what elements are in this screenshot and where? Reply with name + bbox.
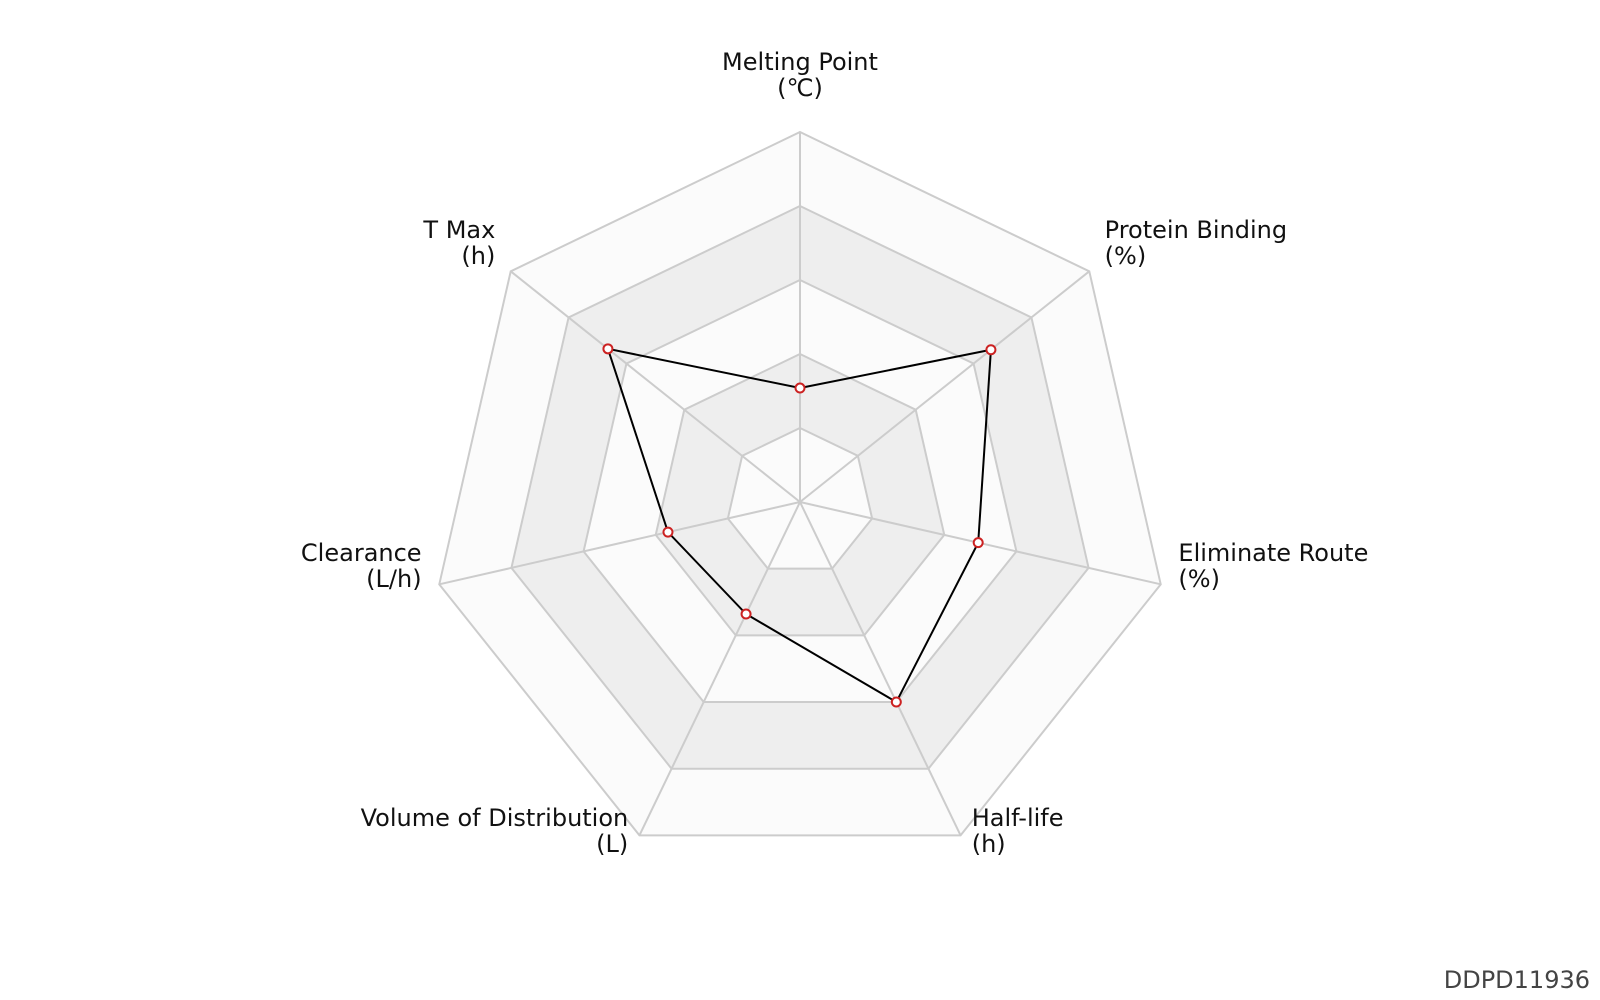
axis-label-name-2: Protein Binding [1105, 216, 1287, 244]
radar-series [606, 347, 993, 704]
radar-axis-labels: Melting Point (℃)Protein Binding (%)Elimin… [301, 48, 1368, 858]
radar-spokes [439, 132, 1161, 836]
axis-label-name-3: Eliminate Route [1178, 539, 1368, 567]
radar-spoke-5 [638, 501, 801, 836]
radar-data-point-7 [602, 343, 614, 355]
radar-series-line [606, 347, 993, 704]
axis-label-name-4: Half-life [972, 804, 1064, 832]
axis-label-name-1: Melting Point [722, 48, 878, 76]
radar-data-point-1 [794, 382, 806, 394]
axis-label-2: Protein Binding (%) [1105, 216, 1287, 270]
axis-label-6: Clearance (L/h) [301, 539, 422, 593]
radar-data-point-4 [890, 696, 902, 708]
axis-label-name-6: Clearance [301, 539, 422, 567]
axis-label-name-7: T Max [422, 216, 495, 244]
axis-label-unit-4: (h) [972, 830, 1006, 858]
axis-label-unit-6: (L/h) [366, 565, 421, 593]
axis-label-1: Melting Point (℃) [722, 48, 878, 102]
radar-markers [602, 343, 997, 708]
axis-label-3: Eliminate Route (%) [1178, 539, 1368, 593]
axis-label-name-5: Volume of Distribution [361, 804, 629, 832]
radar-data-point-5 [740, 608, 752, 620]
radar-data-point-3 [972, 537, 984, 549]
radar-spoke-4 [799, 501, 962, 836]
axis-label-5: Volume of Distribution (L) [361, 804, 629, 858]
radar-spoke-2 [799, 270, 1090, 503]
axis-label-unit-5: (L) [596, 830, 628, 858]
axis-label-7: T Max (h) [422, 216, 495, 270]
radar-spoke-7 [510, 270, 801, 503]
axis-label-4: Half-life (h) [972, 804, 1064, 858]
axis-label-unit-2: (%) [1105, 242, 1147, 270]
chart-id-label: DDPD11936 [1443, 966, 1590, 994]
radar-data-point-2 [985, 344, 997, 356]
axis-label-unit-3: (%) [1178, 565, 1220, 593]
axis-label-unit-1: (℃) [777, 74, 823, 102]
radar-data-point-6 [662, 526, 674, 538]
radar-spoke-6 [439, 501, 801, 586]
axis-label-unit-7: (h) [461, 242, 495, 270]
